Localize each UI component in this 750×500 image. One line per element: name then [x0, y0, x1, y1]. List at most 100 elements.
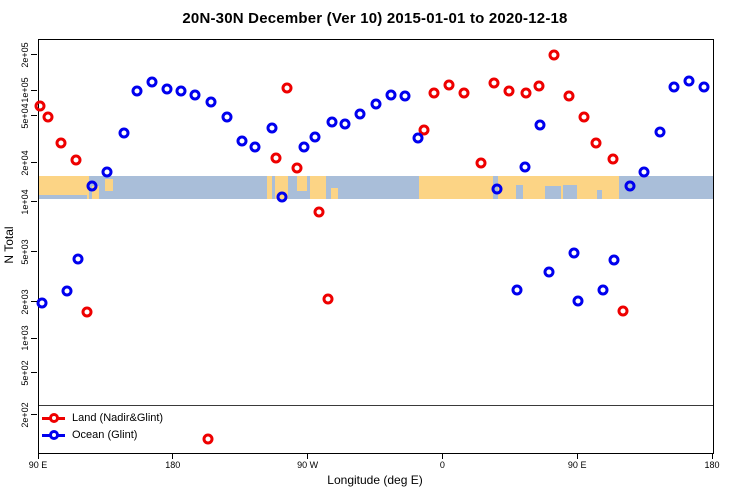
ocean-data-point	[597, 284, 609, 296]
ocean-data-point	[72, 253, 84, 265]
ocean-data-point	[534, 119, 546, 131]
land-data-point	[520, 87, 532, 99]
land-data-point	[428, 87, 440, 99]
ocean-data-point	[412, 132, 424, 144]
land-data-point	[42, 111, 54, 123]
ocean-data-point	[638, 166, 650, 178]
y-tick-mark	[31, 337, 37, 339]
ocean-data-point	[491, 183, 503, 195]
y-tick-label: 5e+03	[20, 239, 30, 265]
ocean-data-point	[624, 180, 636, 192]
map-land-patch	[92, 186, 99, 199]
y-tick-label: 2e+03	[20, 289, 30, 315]
ocean-data-point	[36, 297, 48, 309]
x-tick-label: 0	[439, 460, 445, 470]
land-data-point	[443, 79, 455, 91]
land-data-point	[548, 49, 560, 61]
ocean-data-point	[698, 81, 710, 93]
x-axis-label: Longitude (deg E)	[327, 473, 423, 487]
ocean-data-point	[266, 122, 278, 134]
y-tick-mark	[31, 54, 37, 56]
legend-ocean-marker-icon	[49, 430, 59, 440]
map-sea-patch	[562, 185, 577, 199]
land-data-point	[503, 85, 515, 97]
land-data-point	[578, 111, 590, 123]
x-tick-mark	[172, 453, 174, 459]
map-sea-patch	[271, 176, 275, 199]
land-data-point	[270, 152, 282, 164]
ocean-data-point	[131, 85, 143, 96]
land-data-point	[291, 162, 303, 174]
ocean-data-point	[189, 89, 201, 101]
ocean-data-point	[399, 90, 411, 102]
land-data-point	[34, 100, 46, 112]
x-tick-mark	[576, 453, 578, 459]
y-tick-mark	[31, 301, 37, 303]
ocean-data-point	[175, 85, 187, 97]
map-band	[39, 176, 713, 199]
ocean-data-point	[236, 135, 248, 147]
ocean-data-point	[205, 96, 217, 108]
y-tick-label: 2e+05	[20, 42, 30, 68]
ocean-data-point	[86, 180, 98, 192]
ocean-data-point	[683, 75, 695, 87]
ocean-data-point	[339, 118, 351, 130]
y-tick-label: 5e+02	[20, 360, 30, 386]
y-axis-label: N Total	[2, 226, 16, 264]
ocean-data-point	[118, 127, 130, 139]
land-data-point	[418, 124, 430, 136]
x-tick-label: 90 E	[28, 460, 48, 470]
y-tick-label: 2e+04	[20, 150, 30, 176]
land-data-point	[70, 154, 82, 166]
x-tick-mark	[441, 453, 443, 459]
land-data-point	[590, 137, 602, 149]
y-tick-mark	[31, 414, 37, 416]
x-tick-mark	[711, 453, 713, 459]
y-tick-mark	[31, 162, 37, 164]
y-tick-mark	[31, 372, 37, 374]
x-tick-label: 90 E	[567, 460, 587, 470]
x-tick-mark	[37, 453, 39, 459]
ocean-data-point	[309, 131, 321, 143]
ocean-data-point	[654, 126, 666, 138]
ocean-data-point	[543, 266, 555, 278]
land-data-point	[488, 77, 500, 89]
ocean-data-point	[370, 98, 382, 110]
ocean-data-point	[161, 83, 173, 95]
land-data-point	[281, 82, 293, 94]
ocean-data-point	[146, 76, 158, 88]
y-tick-label: 2e+02	[20, 402, 30, 428]
ocean-data-point	[276, 191, 288, 203]
legend-ocean-label: Ocean (Glint)	[72, 429, 138, 441]
ocean-data-point	[326, 116, 338, 128]
ocean-data-point	[385, 89, 397, 101]
x-tick-label: 90 W	[297, 460, 319, 470]
ocean-data-point	[221, 111, 233, 123]
legend-land-marker-icon	[49, 413, 59, 423]
ocean-data-point	[298, 141, 310, 153]
land-data-point	[313, 206, 325, 218]
ocean-data-point	[572, 295, 584, 307]
map-land-patch	[296, 176, 307, 191]
land-data-point	[607, 153, 619, 165]
x-tick-label: 180	[704, 460, 720, 470]
land-data-point	[617, 305, 629, 317]
map-land-patch	[39, 176, 90, 199]
legend-land-label: Land (Nadir&Glint)	[72, 412, 164, 424]
chart-plot-area	[34, 39, 714, 454]
ocean-data-point	[608, 254, 620, 266]
ocean-data-point	[519, 161, 531, 173]
y-tick-label: 1e+05	[20, 77, 30, 103]
ocean-data-point	[61, 285, 73, 297]
x-tick-mark	[307, 453, 309, 459]
page-title: 20N-30N December (Ver 10) 2015-01-01 to …	[182, 10, 568, 27]
ocean-data-point	[249, 141, 261, 153]
map-sea-patch	[515, 185, 523, 199]
y-tick-mark	[31, 251, 37, 253]
y-tick-label: 5e+04	[20, 103, 30, 129]
land-data-point	[563, 90, 575, 102]
ocean-data-point	[568, 247, 580, 259]
x-tick-label: 180	[165, 460, 181, 470]
land-data-point	[55, 137, 67, 149]
